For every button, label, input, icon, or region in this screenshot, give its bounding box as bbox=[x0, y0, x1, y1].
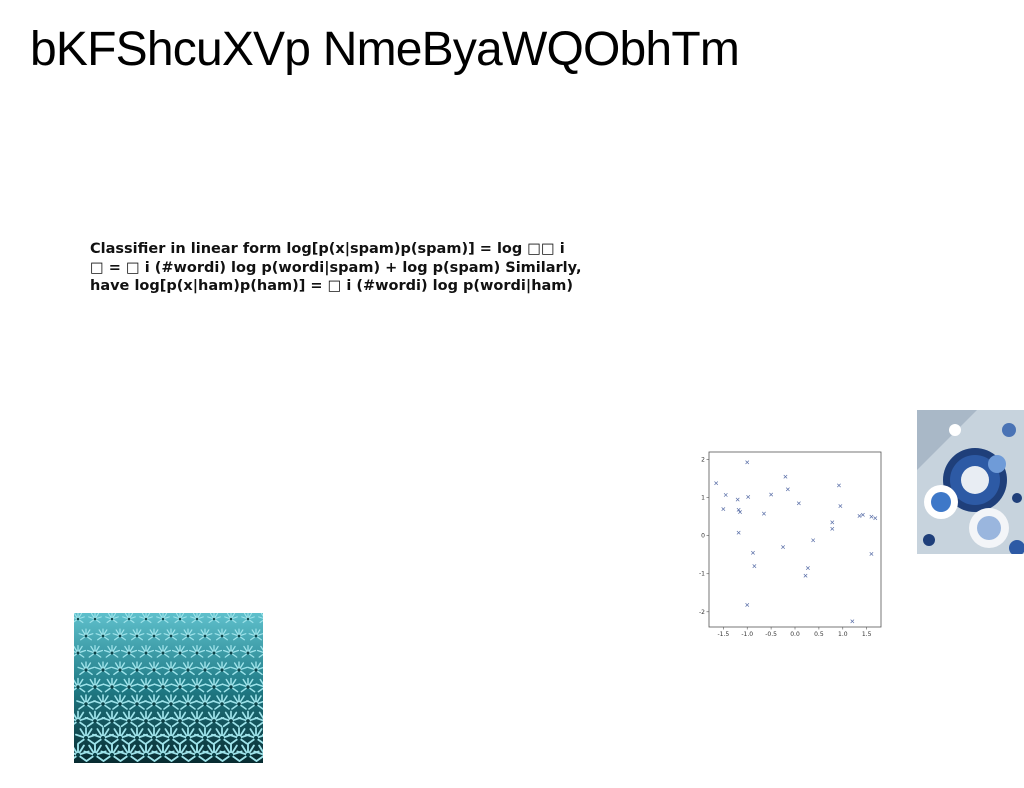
x-tick-label: 0.0 bbox=[790, 631, 800, 638]
scatter-point bbox=[873, 516, 878, 521]
blue-tableware-photo bbox=[917, 410, 1024, 554]
body-line: □ = □ i (#wordi) log p(wordi|spam) + log… bbox=[90, 259, 582, 276]
scatter-point bbox=[781, 545, 786, 550]
scatter-point bbox=[850, 619, 855, 624]
scatter-plot: -1.5 -1.0 -0.5 0.0 0.5 1.0 1.5 2 1 0 -1 -2 bbox=[699, 451, 882, 638]
scatter-point bbox=[761, 511, 766, 516]
x-tick-label: 0.5 bbox=[814, 631, 824, 638]
scatter-point bbox=[869, 552, 874, 556]
x-tick-label: -0.5 bbox=[765, 631, 777, 638]
x-axis: -1.5 -1.0 -0.5 0.0 0.5 1.0 1.5 bbox=[717, 627, 872, 638]
x-tick-label: 1.5 bbox=[862, 631, 872, 638]
scatter-point bbox=[723, 493, 728, 497]
scatter-point bbox=[745, 602, 750, 607]
slide-title: bKFShcuXVp NmeByaWQObhTm bbox=[30, 23, 740, 76]
body-line: have log[p(x|ham)p(ham)] = □ i (#wordi) … bbox=[90, 278, 574, 294]
scatter-point bbox=[783, 474, 788, 479]
y-tick-label: 0 bbox=[701, 533, 705, 540]
scatter-point bbox=[857, 513, 862, 518]
scatter-point bbox=[830, 526, 835, 531]
scatter-point bbox=[714, 481, 719, 486]
scatter-point bbox=[735, 497, 740, 502]
x-tick-label: 1.0 bbox=[838, 631, 848, 638]
scatter-point bbox=[796, 501, 801, 506]
scatter-point bbox=[752, 564, 757, 569]
data-points bbox=[714, 460, 878, 624]
scatter-point bbox=[805, 566, 810, 570]
scatter-point bbox=[738, 510, 743, 515]
scatter-point bbox=[803, 573, 808, 578]
tableware-illustration bbox=[917, 410, 1024, 554]
scatter-point bbox=[736, 530, 741, 535]
scatter-point bbox=[811, 538, 816, 543]
x-tick-label: -1.5 bbox=[717, 631, 729, 638]
palm-field-illustration bbox=[74, 613, 263, 763]
scatter-point bbox=[751, 550, 755, 555]
scatter-point bbox=[860, 512, 865, 517]
scatter-point bbox=[736, 507, 741, 512]
scatter-point bbox=[746, 494, 751, 499]
scatter-point bbox=[869, 514, 874, 519]
y-tick-label: -2 bbox=[699, 609, 705, 616]
scatter-point bbox=[830, 520, 835, 525]
scatter-point bbox=[838, 504, 843, 508]
plot-frame bbox=[708, 451, 882, 628]
scatter-point bbox=[837, 483, 841, 488]
scatter-point bbox=[721, 507, 726, 512]
body-text: Classifier in linear form log[p(x|spam)p… bbox=[90, 240, 650, 296]
scatter-point bbox=[745, 460, 750, 465]
y-tick-label: 1 bbox=[701, 495, 705, 502]
scatter-point bbox=[769, 492, 774, 497]
y-tick-label: -1 bbox=[699, 571, 705, 578]
x-tick-label: -1.0 bbox=[741, 631, 753, 638]
body-line: Classifier in linear form log[p(x|spam)p… bbox=[90, 241, 565, 257]
y-tick-label: 2 bbox=[701, 457, 705, 464]
palm-field-photo bbox=[74, 613, 263, 763]
y-axis: 2 1 0 -1 -2 bbox=[699, 457, 709, 616]
scatter-point bbox=[785, 487, 790, 492]
scatter-chart: -1.5 -1.0 -0.5 0.0 0.5 1.0 1.5 2 1 0 -1 -2 bbox=[694, 446, 888, 642]
